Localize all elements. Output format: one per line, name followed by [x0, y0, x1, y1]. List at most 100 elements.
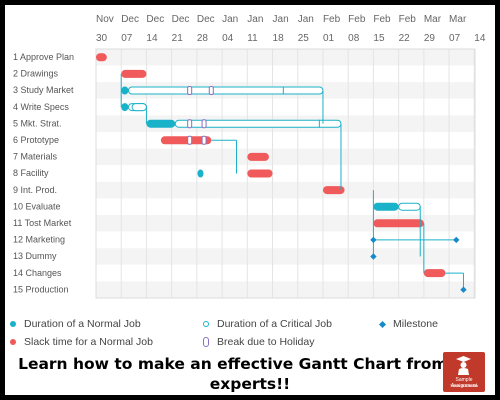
task-label: 4 Write Specs: [13, 102, 69, 112]
slack-swatch: [10, 339, 16, 345]
month-tick-label: Mar: [424, 14, 442, 25]
row-band: [96, 215, 475, 232]
month-tick-label: Dec: [146, 14, 164, 25]
legend-label-milestone: Milestone: [393, 318, 438, 330]
day-tick-label: 01: [323, 33, 335, 44]
holiday-break-marker: [187, 135, 193, 145]
row-band: [96, 231, 475, 249]
normal-job-bar: [121, 103, 129, 112]
task-label: 5 Mkt. Strat.: [13, 118, 62, 128]
critical-job-bar: [398, 202, 421, 211]
slack-time-bar: [373, 219, 424, 228]
task-label: 10 Evaluate: [13, 201, 61, 211]
legend-item-milestone: Milestone: [378, 318, 438, 330]
task-label: 15 Production: [13, 284, 69, 294]
slack-time-bar: [96, 53, 107, 62]
task-label: 13 Dummy: [13, 251, 57, 261]
month-tick-label: Dec: [121, 14, 139, 25]
day-tick-label: 21: [172, 33, 184, 44]
day-tick-label: 30: [96, 33, 108, 44]
legend-item-slack: Slack time for a Normal Job: [10, 336, 153, 348]
month-tick-label: Jan: [273, 14, 289, 25]
legend-label-break: Break due to Holiday: [217, 336, 315, 348]
row-band: [96, 281, 475, 298]
legend-label-critical: Duration of a Critical Job: [217, 318, 332, 330]
critical-job-bar: [174, 119, 342, 128]
critical-job-swatch: [203, 321, 209, 327]
holiday-break-marker: [187, 119, 193, 129]
holiday-break-marker: [201, 119, 207, 129]
month-tick-label: Jan: [247, 14, 263, 25]
legend-item-normal: Duration of a Normal Job: [10, 318, 141, 330]
day-tick-label: 18: [273, 33, 285, 44]
promo-footer: Learn how to make an effective Gantt Cha…: [5, 352, 495, 395]
row-band: [96, 65, 475, 83]
headline-text: Learn how to make an effective Gantt Cha…: [18, 355, 482, 393]
row-band: [96, 181, 475, 199]
legend-item-critical: Duration of a Critical Job: [203, 318, 332, 330]
row-band: [96, 264, 475, 282]
day-tick-label: 14: [474, 33, 486, 44]
day-tick-label: 11: [247, 33, 258, 44]
gantt-chart: Nov 30 Dec 07 Dec 14 Dec 21 Dec 28 Jan 04 Jan 11 Jan 18…: [13, 14, 486, 299]
normal-job-bar: [146, 119, 176, 128]
row-band: [96, 198, 475, 215]
logo-line-2: Tutors in Australia: [450, 384, 478, 388]
row-band: [96, 148, 475, 166]
normal-job-dot: [197, 169, 204, 178]
critical-job-bar: [131, 103, 147, 112]
task-label: 9 Int. Prod.: [13, 185, 57, 195]
month-tick-label: Jan: [222, 14, 238, 25]
month-tick-label: Dec: [172, 14, 190, 25]
row-band: [96, 132, 475, 149]
legend-item-break: Break due to Holiday: [203, 336, 314, 348]
normal-job-bar: [373, 202, 399, 211]
chart-legend: Duration of a Normal Job Duration of a C…: [5, 318, 495, 354]
day-tick-label: 28: [197, 33, 209, 44]
task-label: 1 Approve Plan: [13, 52, 74, 62]
gantt-infographic: { "chart_data": { "type": "gantt", "date…: [5, 5, 495, 395]
task-label: 3 Study Market: [13, 85, 74, 95]
critical-job-bar: [127, 86, 324, 95]
task-label: 6 Prototype: [13, 135, 59, 145]
day-tick-label: 04: [222, 33, 234, 44]
milestone-swatch: [378, 320, 387, 328]
slack-time-bar: [160, 136, 212, 145]
row-band: [96, 248, 475, 265]
task-label: 12 Marketing: [13, 235, 65, 245]
logo-line-1: Sample Assignment: [450, 377, 478, 389]
plot-border: [95, 48, 476, 299]
month-tick-label: Feb: [373, 14, 391, 25]
holiday-break-marker: [187, 86, 193, 95]
slack-time-bar: [247, 169, 273, 178]
day-tick-label: 15: [373, 33, 385, 44]
graduate-figure-icon: [456, 356, 471, 375]
row-band: [96, 165, 475, 182]
holiday-break-marker: [208, 86, 214, 95]
holiday-break-marker: [201, 135, 207, 145]
day-tick-label: 25: [298, 33, 310, 44]
legend-label-normal: Duration of a Normal Job: [24, 318, 141, 330]
milestone-marker: [453, 236, 460, 244]
month-tick-label: Jan: [298, 14, 314, 25]
slack-time-bar: [322, 186, 345, 195]
holiday-break-swatch: [203, 337, 209, 347]
month-tick-label: Mar: [449, 14, 467, 25]
milestone-marker: [370, 253, 377, 260]
task-label: 11 Tost Market: [13, 218, 72, 228]
day-tick-label: 22: [399, 33, 411, 44]
day-tick-label: 14: [146, 33, 158, 44]
month-tick-label: Dec: [197, 14, 215, 25]
day-tick-label: 07: [449, 33, 461, 44]
day-tick-label: 08: [348, 33, 360, 44]
month-tick-label: Feb: [399, 14, 417, 25]
month-tick-label: Feb: [348, 14, 366, 25]
brand-logo: Sample Assignment Tutors in Australia: [443, 352, 485, 392]
task-label: 7 Materials: [13, 152, 58, 162]
task-label: 2 Drawings: [13, 69, 59, 79]
month-tick-label: Nov: [96, 14, 114, 25]
month-tick-label: Feb: [323, 14, 341, 25]
task-label: 8 Facility: [13, 168, 49, 178]
normal-job-bar: [121, 86, 129, 95]
day-tick-label: 29: [424, 33, 436, 44]
